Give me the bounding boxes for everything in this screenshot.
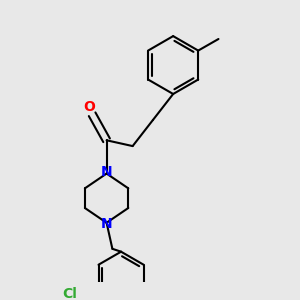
- Text: N: N: [101, 165, 113, 179]
- Text: Cl: Cl: [62, 287, 77, 300]
- Text: O: O: [83, 100, 95, 114]
- Text: N: N: [101, 218, 113, 232]
